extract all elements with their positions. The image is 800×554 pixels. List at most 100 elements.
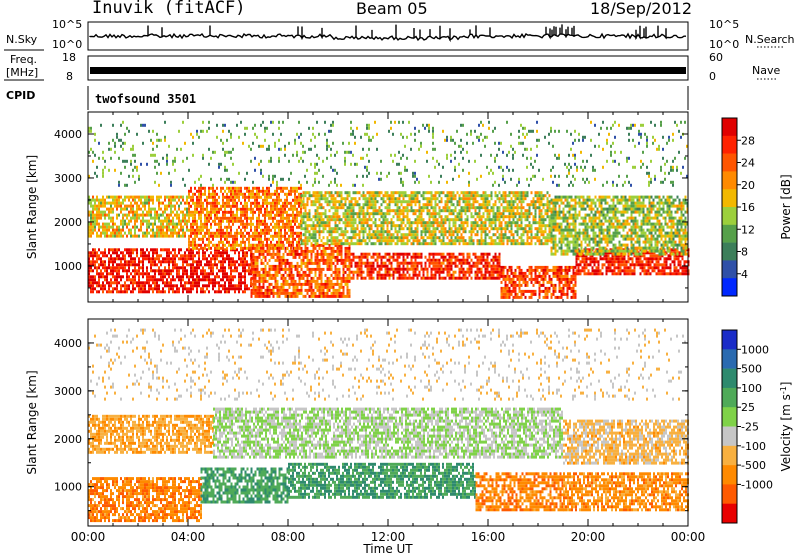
data-cell: [120, 228, 122, 232]
data-cell: [270, 282, 273, 286]
data-cell: [490, 258, 493, 262]
data-cell: [218, 260, 220, 264]
data-cell: [204, 263, 206, 267]
data-cell: [156, 225, 158, 229]
data-cell: [454, 261, 457, 265]
data-cell: [554, 274, 557, 278]
data-cell: [681, 257, 684, 261]
data-cell: [186, 248, 188, 252]
data-cell: [368, 215, 371, 219]
data-cell: [400, 218, 403, 222]
data-cell: [558, 265, 561, 269]
data-cell: [548, 286, 551, 290]
data-cell: [244, 198, 246, 202]
data-cell: [314, 191, 317, 195]
data-cell: [274, 246, 276, 250]
data-cell: [609, 266, 612, 270]
data-cell: [112, 225, 114, 229]
data-cell: [210, 257, 212, 261]
data-cell: [292, 255, 295, 259]
data-cell: [384, 218, 387, 222]
data-cell: [144, 254, 146, 258]
data-cell: [470, 276, 473, 280]
data-cell: [308, 267, 311, 271]
data-cell: [102, 225, 104, 229]
data-cell: [184, 201, 186, 205]
data-cell: [611, 260, 614, 264]
data-cell: [312, 294, 315, 298]
data-cell: [204, 198, 206, 202]
data-cell: [172, 248, 174, 252]
data-cell: [234, 260, 236, 264]
data-cell: [318, 282, 321, 286]
data-cell: [278, 261, 281, 265]
data-cell: [258, 231, 260, 235]
data-cell: [386, 273, 389, 277]
nsky-trace: [89, 24, 686, 43]
data-cell: [146, 210, 148, 214]
data-cell: [677, 257, 680, 261]
data-cell: [242, 222, 244, 226]
data-cell: [184, 257, 186, 261]
data-cell: [130, 278, 132, 282]
data-cell: [198, 189, 200, 193]
data-cell: [306, 200, 309, 204]
data-cell: [116, 248, 118, 252]
data-cell: [110, 219, 112, 223]
data-cell: [294, 216, 296, 220]
data-cell: [452, 276, 455, 280]
data-cell: [256, 234, 258, 238]
data-cell: [396, 242, 399, 246]
data-cell: [98, 204, 100, 208]
data-cell: [342, 206, 345, 210]
data-cell: [376, 224, 379, 228]
data-cell: [288, 228, 290, 232]
data-cell: [152, 278, 154, 282]
data-cell: [412, 252, 415, 256]
data-cell: [428, 236, 431, 240]
data-cell: [244, 278, 246, 282]
data-cell: [398, 261, 401, 265]
data-cell: [583, 272, 586, 276]
data-cell: [128, 251, 130, 255]
data-cell: [218, 228, 220, 232]
data-cell: [518, 283, 521, 287]
data-cell: [426, 227, 429, 231]
data-cell: [278, 186, 280, 190]
data-cell: [404, 233, 407, 237]
data-cell: [430, 224, 433, 228]
data-cell: [156, 263, 158, 267]
data-cell: [118, 204, 120, 208]
data-cell: [544, 277, 547, 281]
data-cell: [416, 191, 419, 195]
data-cell: [631, 269, 634, 273]
data-cell: [316, 215, 319, 219]
data-cell: [572, 268, 575, 272]
data-cell: [242, 231, 244, 235]
data-cell: [284, 258, 287, 262]
data-cell: [372, 206, 375, 210]
data-cell: [348, 261, 351, 265]
data-cell: [348, 279, 351, 283]
data-cell: [406, 194, 409, 198]
data-cell: [316, 221, 319, 225]
data-cell: [92, 287, 94, 291]
data-cell: [296, 249, 299, 253]
data-cell: [274, 282, 277, 286]
data-cell: [166, 284, 168, 288]
data-cell: [146, 231, 148, 235]
data-cell: [108, 251, 110, 255]
data-cell: [174, 254, 176, 258]
data-cell: [322, 291, 325, 295]
data-cell: [304, 282, 307, 286]
data-cell: [346, 197, 349, 201]
data-cell: [108, 222, 110, 226]
data-cell: [310, 279, 313, 283]
data-cell: [122, 251, 124, 255]
data-cell: [597, 260, 600, 264]
data-cell: [104, 254, 106, 258]
data-cell: [530, 289, 533, 293]
data-cell: [258, 270, 261, 274]
data-cell: [492, 261, 495, 265]
data-cell: [432, 227, 435, 231]
